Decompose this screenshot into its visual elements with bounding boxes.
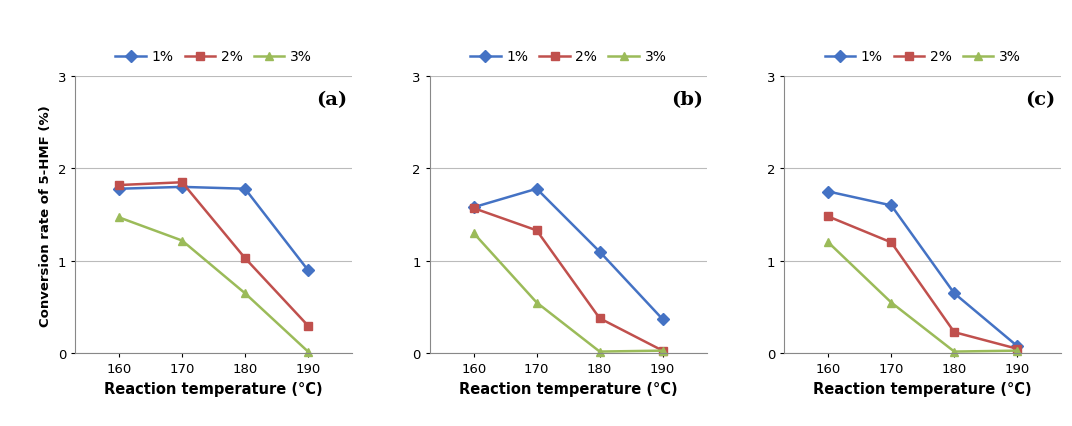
Text: (a): (a) [316, 91, 347, 109]
1% [1011, 344, 1024, 349]
Text: (b): (b) [671, 91, 702, 109]
Line: 1%: 1% [824, 188, 1022, 350]
2% [884, 240, 897, 245]
1% [176, 185, 189, 190]
3% [113, 215, 125, 221]
1% [593, 250, 606, 255]
2% [948, 330, 961, 335]
1% [467, 205, 480, 210]
Line: 3%: 3% [470, 230, 667, 356]
2% [1011, 346, 1024, 351]
Line: 2%: 2% [115, 178, 312, 330]
Line: 3%: 3% [115, 214, 312, 356]
3% [948, 349, 961, 354]
Line: 2%: 2% [824, 213, 1022, 353]
X-axis label: Reaction temperature (°C): Reaction temperature (°C) [814, 381, 1032, 396]
3% [593, 349, 606, 354]
3% [531, 300, 544, 305]
2% [822, 214, 835, 219]
Line: 2%: 2% [470, 204, 667, 355]
1% [239, 187, 252, 192]
2% [239, 256, 252, 261]
X-axis label: Reaction temperature (°C): Reaction temperature (°C) [459, 381, 678, 396]
Line: 1%: 1% [470, 185, 667, 324]
Line: 1%: 1% [115, 183, 312, 275]
3% [301, 349, 314, 354]
3% [176, 239, 189, 244]
Legend: 1%, 2%, 3%: 1%, 2%, 3% [824, 50, 1021, 64]
3% [239, 291, 252, 296]
3% [1011, 348, 1024, 354]
Legend: 1%, 2%, 3%: 1%, 2%, 3% [116, 50, 312, 64]
1% [822, 190, 835, 195]
2% [656, 348, 669, 354]
3% [656, 348, 669, 354]
Text: (c): (c) [1025, 91, 1056, 109]
1% [948, 291, 961, 296]
2% [176, 180, 189, 185]
2% [467, 206, 480, 211]
2% [113, 183, 125, 188]
1% [531, 187, 544, 192]
2% [593, 316, 606, 321]
1% [884, 203, 897, 208]
Line: 3%: 3% [824, 239, 1022, 356]
1% [301, 268, 314, 273]
Y-axis label: Conversion rate of 5-HMF (%): Conversion rate of 5-HMF (%) [39, 104, 51, 326]
X-axis label: Reaction temperature (°C): Reaction temperature (°C) [104, 381, 323, 396]
3% [884, 300, 897, 305]
3% [467, 231, 480, 236]
1% [113, 187, 125, 192]
1% [656, 317, 669, 322]
2% [531, 228, 544, 233]
2% [301, 323, 314, 328]
Legend: 1%, 2%, 3%: 1%, 2%, 3% [470, 50, 667, 64]
3% [822, 240, 835, 245]
